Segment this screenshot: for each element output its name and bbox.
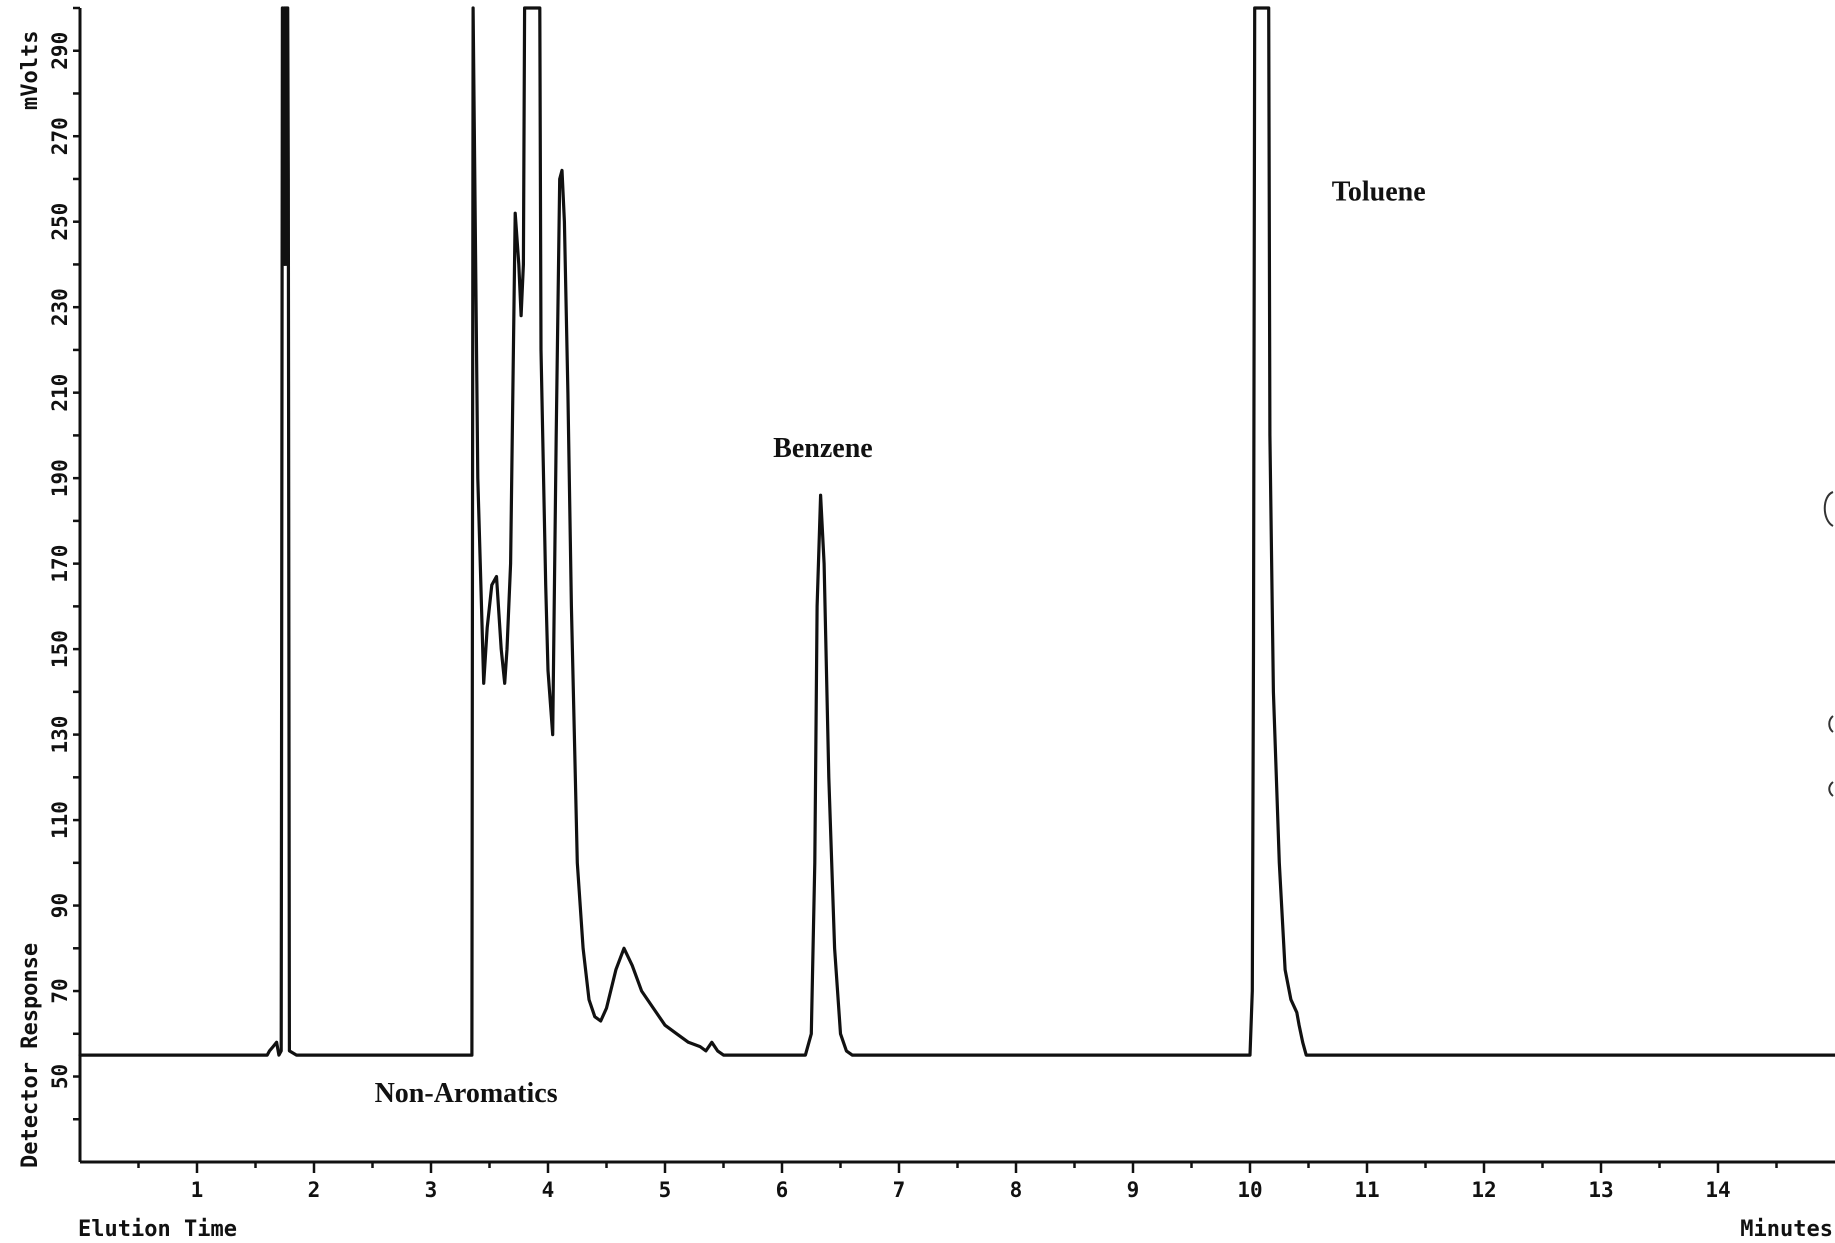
- peak-annotation: Benzene: [773, 433, 873, 464]
- y-tick-label: 270: [48, 117, 72, 155]
- peak-annotations: Non-Aromatics Benzene Toluene: [375, 176, 1426, 1109]
- x-tick-label: 14: [1705, 1178, 1730, 1202]
- peak-annotation: Toluene: [1332, 176, 1426, 207]
- y-axis-ticks: 50 70 90 110 130 150 170 190 210 230 250 270 290: [48, 6, 80, 1121]
- y-axis-label: Detector Response: [18, 943, 43, 1168]
- y-tick-label: 190: [48, 459, 72, 497]
- x-tick-label: 13: [1588, 1178, 1613, 1202]
- y-tick-label: 170: [48, 545, 72, 583]
- x-tick-label: 1: [191, 1178, 204, 1202]
- edge-mark-upper: [1823, 491, 1834, 527]
- y-tick-label: 110: [48, 801, 72, 839]
- x-axis-unit: Minutes: [1740, 1217, 1833, 1242]
- x-tick-label: 7: [893, 1178, 906, 1202]
- x-tick-label: 12: [1471, 1178, 1496, 1202]
- x-tick-label: 4: [542, 1178, 555, 1202]
- y-tick-label: 210: [48, 374, 72, 412]
- y-axis-unit: mVolts: [18, 31, 43, 110]
- y-tick-label: 290: [48, 32, 72, 70]
- edge-scan-marks: [1823, 491, 1834, 797]
- x-tick-label: 9: [1127, 1178, 1140, 1202]
- x-tick-label: 11: [1354, 1178, 1379, 1202]
- peak-annotation: Non-Aromatics: [375, 1078, 558, 1109]
- y-tick-label: 90: [48, 893, 72, 918]
- y-tick-label: 70: [48, 978, 72, 1003]
- edge-mark-middle: [1828, 715, 1834, 733]
- x-tick-label: 10: [1237, 1178, 1262, 1202]
- x-axis-label: Elution Time: [78, 1217, 237, 1242]
- edge-mark-lower: [1828, 781, 1834, 797]
- y-tick-label: 50: [48, 1064, 72, 1089]
- x-tick-label: 6: [776, 1178, 789, 1202]
- y-tick-label: 250: [48, 203, 72, 241]
- x-tick-label: 8: [1010, 1178, 1023, 1202]
- chromatogram-trace: [78, 6, 1835, 1057]
- x-tick-label: 2: [308, 1178, 321, 1202]
- x-tick-label: 3: [425, 1178, 438, 1202]
- x-tick-label: 5: [659, 1178, 672, 1202]
- y-tick-label: 150: [48, 630, 72, 668]
- y-tick-label: 130: [48, 716, 72, 754]
- x-axis-ticks: 1 2 3 4 5 6 7 8 9 10 11 12 13 14: [137, 1162, 1778, 1202]
- y-tick-label: 230: [48, 288, 72, 326]
